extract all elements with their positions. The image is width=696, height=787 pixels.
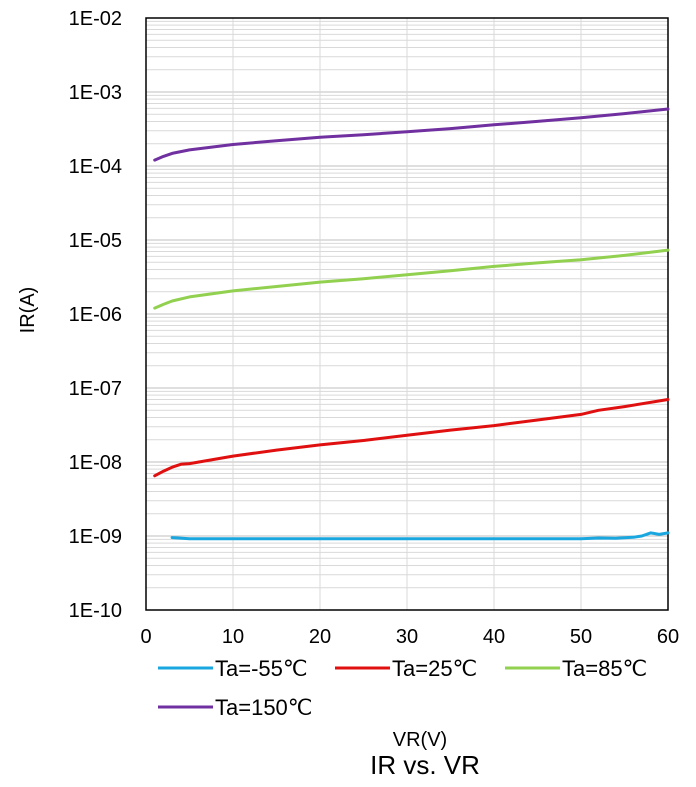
y-axis-label: IR(A) [17,287,39,334]
x-tick-label: 10 [222,626,244,648]
y-tick-label: 1E-06 [69,304,122,326]
series-line-0 [170,531,670,541]
legend-label-2: Ta=85℃ [562,656,647,681]
series-line-2 [153,248,670,310]
x-axis-label: VR(V) [393,729,447,751]
series-lines [153,107,670,541]
x-tick-label: 60 [657,626,679,648]
grid-lines [146,17,668,611]
y-tick-label: 1E-10 [69,600,122,622]
series-line-3 [153,107,670,162]
y-tick-label: 1E-02 [69,8,122,30]
x-tick-label: 20 [309,626,331,648]
y-tick-label: 1E-08 [69,452,122,474]
x-tick-label: 0 [140,626,151,648]
y-tick-label: 1E-04 [69,156,122,178]
plot-area-border [145,17,669,611]
x-tick-label: 40 [483,626,505,648]
y-tick-label: 1E-09 [69,526,122,548]
y-tick-label: 1E-07 [69,378,122,400]
series-line-1 [153,398,670,478]
x-tick-labels: 0 10 20 30 40 50 60 [140,626,679,648]
legend: Ta=-55℃ Ta=25℃ Ta=85℃ Ta=150℃ [158,656,647,720]
legend-label-1: Ta=25℃ [392,656,477,681]
x-tick-label: 50 [570,626,592,648]
y-tick-label: 1E-05 [69,230,122,252]
y-tick-label: 1E-03 [69,82,122,104]
plot-frame [145,17,669,611]
chart-title: IR vs. VR [370,750,480,780]
legend-label-0: Ta=-55℃ [215,656,308,681]
y-tick-labels: 1E-10 1E-09 1E-08 1E-07 1E-06 1E-05 1E-04 1E-03… [69,8,122,622]
legend-label-3: Ta=150℃ [215,695,313,720]
x-tick-label: 30 [396,626,418,648]
